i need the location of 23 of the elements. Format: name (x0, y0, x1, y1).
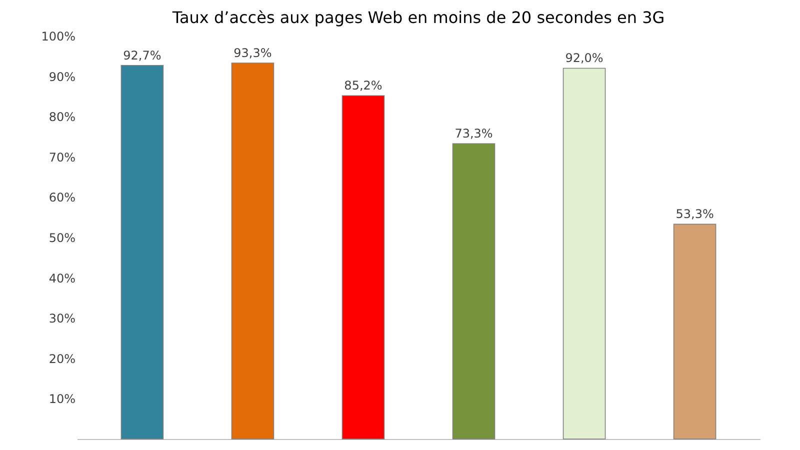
bar (673, 224, 716, 440)
y-tick-label: 80% (48, 110, 76, 124)
bar (562, 68, 606, 440)
data-label: 92,0% (565, 51, 604, 66)
y-tick-label: 60% (48, 190, 76, 205)
y-tick-label: 50% (48, 231, 76, 245)
data-label: 93,3% (234, 46, 272, 60)
y-tick-label: 10% (48, 392, 76, 406)
y-tick-label: 90% (48, 70, 76, 84)
y-tick-label: 100% (41, 30, 76, 44)
bar (342, 95, 385, 440)
bar (231, 62, 274, 440)
y-tick-label: 30% (48, 312, 76, 326)
bar (452, 143, 496, 440)
data-label: 53,3% (676, 207, 714, 222)
y-tick-label: 20% (48, 352, 76, 366)
bar (120, 65, 164, 440)
y-tick-label: 40% (48, 271, 76, 286)
data-label: 92,7% (123, 48, 162, 62)
chart-title: Taux d’accès aux pages Web en moins de 20 secondes en 3G (171, 8, 665, 27)
data-label: 73,3% (454, 126, 493, 141)
data-label: 85,2% (344, 78, 382, 93)
y-tick-label: 70% (48, 150, 76, 164)
